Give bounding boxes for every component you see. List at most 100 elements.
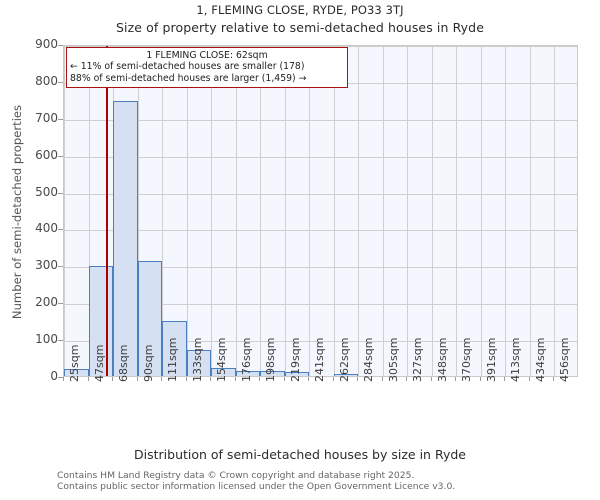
x-axis-tick-mark	[259, 377, 261, 381]
x-axis-tick-label: 456sqm	[558, 337, 572, 382]
y-axis-tick-mark	[58, 192, 63, 194]
histogram-bar	[113, 101, 138, 376]
x-axis-tick-label: 391sqm	[484, 337, 498, 382]
y-axis-tick-mark	[58, 155, 63, 157]
x-axis-tick-mark	[63, 377, 64, 381]
x-axis-tick-label: 305sqm	[386, 337, 400, 382]
x-axis-tick-label: 176sqm	[239, 337, 253, 382]
gridline-vertical	[456, 46, 457, 376]
y-axis-tick-label: 100	[35, 332, 58, 347]
gridline-vertical	[334, 46, 335, 376]
gridline-vertical	[285, 46, 286, 376]
histogram-bar	[186, 350, 212, 376]
gridline-vertical	[260, 46, 261, 376]
x-axis-tick-mark	[381, 377, 383, 381]
histogram-bar	[64, 368, 89, 376]
y-axis-labels: 0 100 200 300 400 500 600 700 800 900	[0, 0, 63, 500]
gridline-vertical	[187, 46, 188, 376]
histogram-bar	[88, 266, 114, 376]
y-axis-tick-mark	[58, 45, 63, 46]
y-axis-tick-label: 800	[35, 73, 58, 88]
gridline-vertical	[162, 46, 163, 376]
x-axis-title: Distribution of semi-detached houses by …	[134, 447, 466, 462]
x-axis-tick-mark	[185, 377, 187, 381]
y-axis-tick-label: 700	[35, 110, 58, 125]
gridline-vertical	[64, 46, 65, 376]
gridline-vertical	[309, 46, 310, 376]
annotation-line-3: 88% of semi-detached houses are larger (…	[70, 72, 307, 84]
x-axis-tick-label: 68sqm	[117, 344, 131, 382]
gridline-vertical	[383, 46, 384, 376]
x-axis-tick-mark	[553, 377, 555, 381]
y-axis-tick-label: 900	[35, 37, 58, 51]
x-axis-tick-label: 284sqm	[362, 337, 376, 382]
gridline-vertical	[407, 46, 408, 376]
y-axis-tick-mark	[58, 303, 63, 305]
y-axis-tick-mark	[58, 377, 63, 378]
gridline-vertical	[211, 46, 212, 376]
gridline-horizontal	[64, 156, 577, 158]
y-axis-tick-label: 400	[35, 221, 58, 236]
y-axis-tick-mark	[58, 266, 63, 268]
gridline-horizontal	[64, 119, 577, 121]
x-axis-tick-label: 262sqm	[337, 337, 351, 382]
x-axis-tick-label: 133sqm	[190, 337, 204, 382]
x-axis-tick-mark	[455, 377, 457, 381]
x-axis-tick-label: 90sqm	[141, 344, 155, 382]
property-marker-line	[106, 46, 108, 376]
histogram-bar	[260, 371, 285, 376]
gridline-horizontal	[64, 193, 577, 195]
gridline-vertical	[138, 46, 139, 376]
gridline-vertical	[432, 46, 433, 376]
x-axis-tick-label: 47sqm	[92, 344, 106, 382]
y-axis-tick-label: 500	[35, 184, 58, 199]
x-axis-tick-label: 241sqm	[313, 337, 327, 382]
page-title: 1, FLEMING CLOSE, RYDE, PO33 3TJ	[196, 3, 404, 17]
gridlines	[64, 46, 577, 376]
x-axis-tick-mark	[332, 377, 334, 381]
x-axis-tick-mark	[210, 377, 212, 381]
x-axis-tick-mark	[308, 377, 310, 381]
x-axis-tick-label: 434sqm	[533, 337, 547, 382]
x-axis-tick-label: 154sqm	[215, 337, 229, 382]
x-axis-tick-mark	[161, 377, 163, 381]
gridline-horizontal	[64, 46, 577, 47]
attribution-footer: Contains HM Land Registry data © Crown c…	[57, 470, 597, 492]
x-axis-tick-label: 219sqm	[288, 337, 302, 382]
x-axis-tick-label: 327sqm	[411, 337, 425, 382]
x-axis-tick-mark	[504, 377, 506, 381]
gridline-vertical	[505, 46, 506, 376]
x-axis-tick-label: 25sqm	[68, 344, 81, 382]
y-axis-tick-mark	[58, 229, 63, 231]
x-axis-tick-mark	[283, 377, 285, 381]
x-axis-tick-mark	[234, 377, 236, 381]
x-axis-tick-mark	[430, 377, 432, 381]
gridline-horizontal	[64, 341, 577, 343]
histogram-bar	[137, 260, 163, 376]
x-axis-labels: 25sqm 47sqm 68sqm 90sqm 111sqm 133sqm 154sqm 17…	[0, 338, 600, 447]
gridline-vertical	[554, 46, 555, 376]
annotation-callout: 1 FLEMING CLOSE: 62sqm ← 11% of semi-det…	[66, 47, 348, 89]
x-axis-tick-mark	[87, 377, 89, 381]
gridline-vertical	[236, 46, 237, 376]
x-axis-tick-mark	[357, 377, 359, 381]
y-axis-tick-mark	[58, 118, 63, 120]
x-axis-tick-mark	[528, 377, 530, 381]
histogram-bar	[284, 372, 310, 376]
annotation-line-1: 1 FLEMING CLOSE: 62sqm	[146, 50, 268, 61]
attribution-line-2: Contains public sector information licen…	[57, 481, 456, 492]
x-axis-tick-label: 198sqm	[264, 337, 278, 382]
y-axis-title: Number of semi-detached properties	[10, 104, 24, 320]
histogram-bar	[333, 374, 359, 376]
gridline-vertical	[358, 46, 359, 376]
gridline-horizontal	[64, 304, 577, 306]
annotation-line-2: ← 11% of semi-detached houses are smalle…	[70, 61, 305, 73]
histogram-bar	[162, 321, 187, 376]
gridline-horizontal	[64, 267, 577, 269]
y-axis-tick-mark	[58, 340, 63, 342]
histogram-bar	[235, 370, 261, 376]
y-axis-tick-label: 300	[35, 258, 58, 273]
y-axis-tick-label: 200	[35, 295, 58, 310]
gridline-vertical	[530, 46, 531, 376]
